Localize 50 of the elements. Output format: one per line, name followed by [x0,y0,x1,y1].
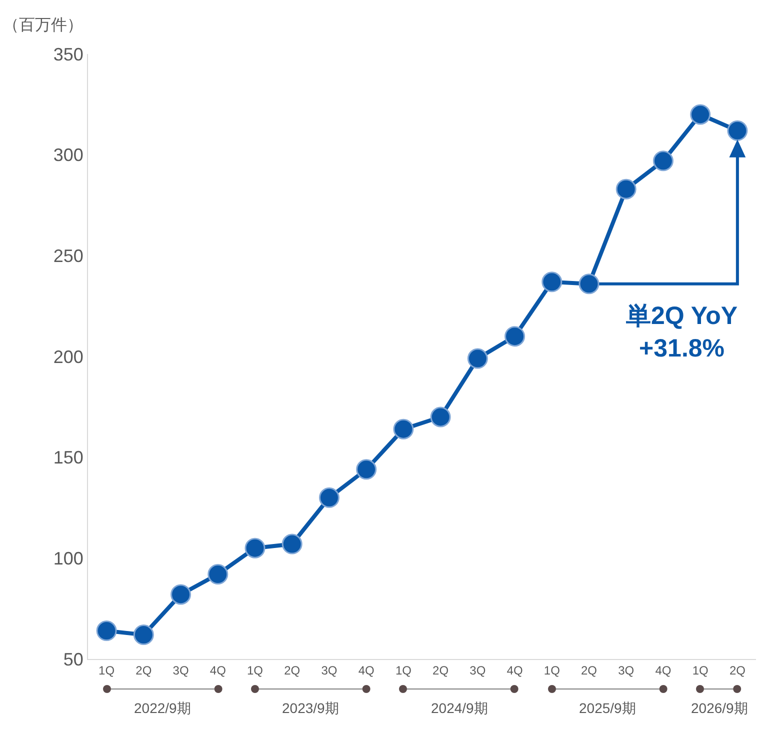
x-tick-label: 2Q [729,663,746,678]
point [393,418,414,440]
point [578,274,600,294]
x-tick-label: 1Q [395,663,412,678]
x-tick-label: 2Q [580,663,598,678]
text: 2024/9期 [431,700,488,716]
text: 2026/9期 [691,700,748,716]
y-tick-label: 150 [53,448,84,468]
x-tick-label: 4Q [506,663,523,678]
point [318,487,340,508]
x-tick-label: 1Q [692,663,708,678]
point [504,326,526,347]
x-tick-label: 2Q [432,663,449,678]
point [133,624,154,646]
x-tick-label: 4Q [655,663,672,678]
text: 2022/9期 [134,700,191,716]
x-tick-label: 3Q [172,663,189,678]
x-tick-label: 1Q [544,663,560,678]
y-tick-label: 100 [53,548,84,568]
point [616,178,636,200]
point [356,459,377,480]
y-tick-label: 250 [53,246,84,266]
y-axis-title: （百万件） [3,17,83,34]
point [430,406,451,428]
x-tick-label: 3Q [470,663,486,678]
annotation: 単2Q YoY +31.8% [625,302,738,362]
point [727,120,748,141]
x-tick-label: 1Q [98,663,115,678]
y-tick-label: 50 [63,649,84,670]
y-tick-label: 200 [53,346,84,367]
point [96,620,117,642]
x-tick-label: 2Q [136,663,152,678]
point [170,584,192,605]
point [690,104,711,125]
text: 2025/9期 [579,700,636,716]
x-tick-label: 4Q [358,663,374,678]
point [208,564,228,585]
point [282,534,302,554]
x-tick-label: 3Q [618,663,634,678]
y-tick-label: 300 [53,145,84,166]
point [244,538,266,558]
point [467,348,488,369]
x-tick-label: 3Q [321,663,338,678]
y-tick-label: 350 [53,44,84,64]
point [542,272,562,292]
text: 2023/9期 [282,700,339,716]
x-tick-label: 1Q [246,663,264,678]
point [652,150,674,172]
x-tick-label: 4Q [210,663,226,678]
x-tick-label: 2Q [284,663,300,678]
